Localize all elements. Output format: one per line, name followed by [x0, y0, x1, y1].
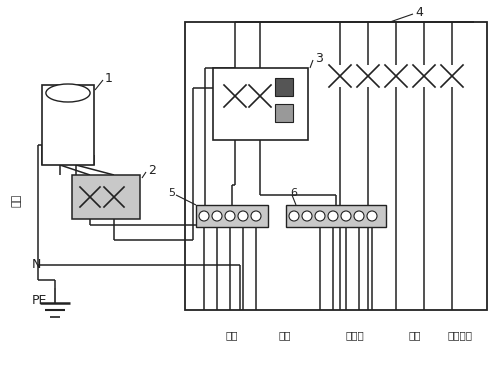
- Bar: [42, 85, 94, 165]
- Circle shape: [367, 211, 377, 221]
- Circle shape: [302, 211, 312, 221]
- Bar: [275, 104, 293, 122]
- Text: N: N: [32, 258, 42, 272]
- Circle shape: [251, 211, 261, 221]
- Circle shape: [328, 211, 338, 221]
- Circle shape: [212, 211, 222, 221]
- Text: 一般插座: 一般插座: [448, 330, 472, 340]
- Text: 1: 1: [105, 72, 113, 84]
- Text: 火线: 火线: [12, 194, 22, 207]
- Bar: [286, 205, 386, 227]
- Text: 空调: 空调: [409, 330, 421, 340]
- Text: PE: PE: [32, 294, 48, 306]
- Bar: [213, 68, 308, 140]
- Ellipse shape: [46, 84, 90, 102]
- Bar: [275, 78, 293, 96]
- Bar: [72, 175, 140, 219]
- Text: 6: 6: [290, 188, 297, 198]
- Text: 照明: 照明: [226, 330, 238, 340]
- Circle shape: [289, 211, 299, 221]
- Bar: [196, 205, 268, 227]
- Circle shape: [354, 211, 364, 221]
- Circle shape: [225, 211, 235, 221]
- Text: 3: 3: [315, 51, 323, 64]
- Text: 厨房: 厨房: [279, 330, 291, 340]
- Bar: [185, 22, 487, 310]
- Circle shape: [315, 211, 325, 221]
- Text: 4: 4: [415, 6, 423, 18]
- Circle shape: [238, 211, 248, 221]
- Circle shape: [341, 211, 351, 221]
- Text: 5: 5: [168, 188, 175, 198]
- Text: 2: 2: [148, 164, 156, 177]
- Text: 卫生间: 卫生间: [346, 330, 364, 340]
- Circle shape: [199, 211, 209, 221]
